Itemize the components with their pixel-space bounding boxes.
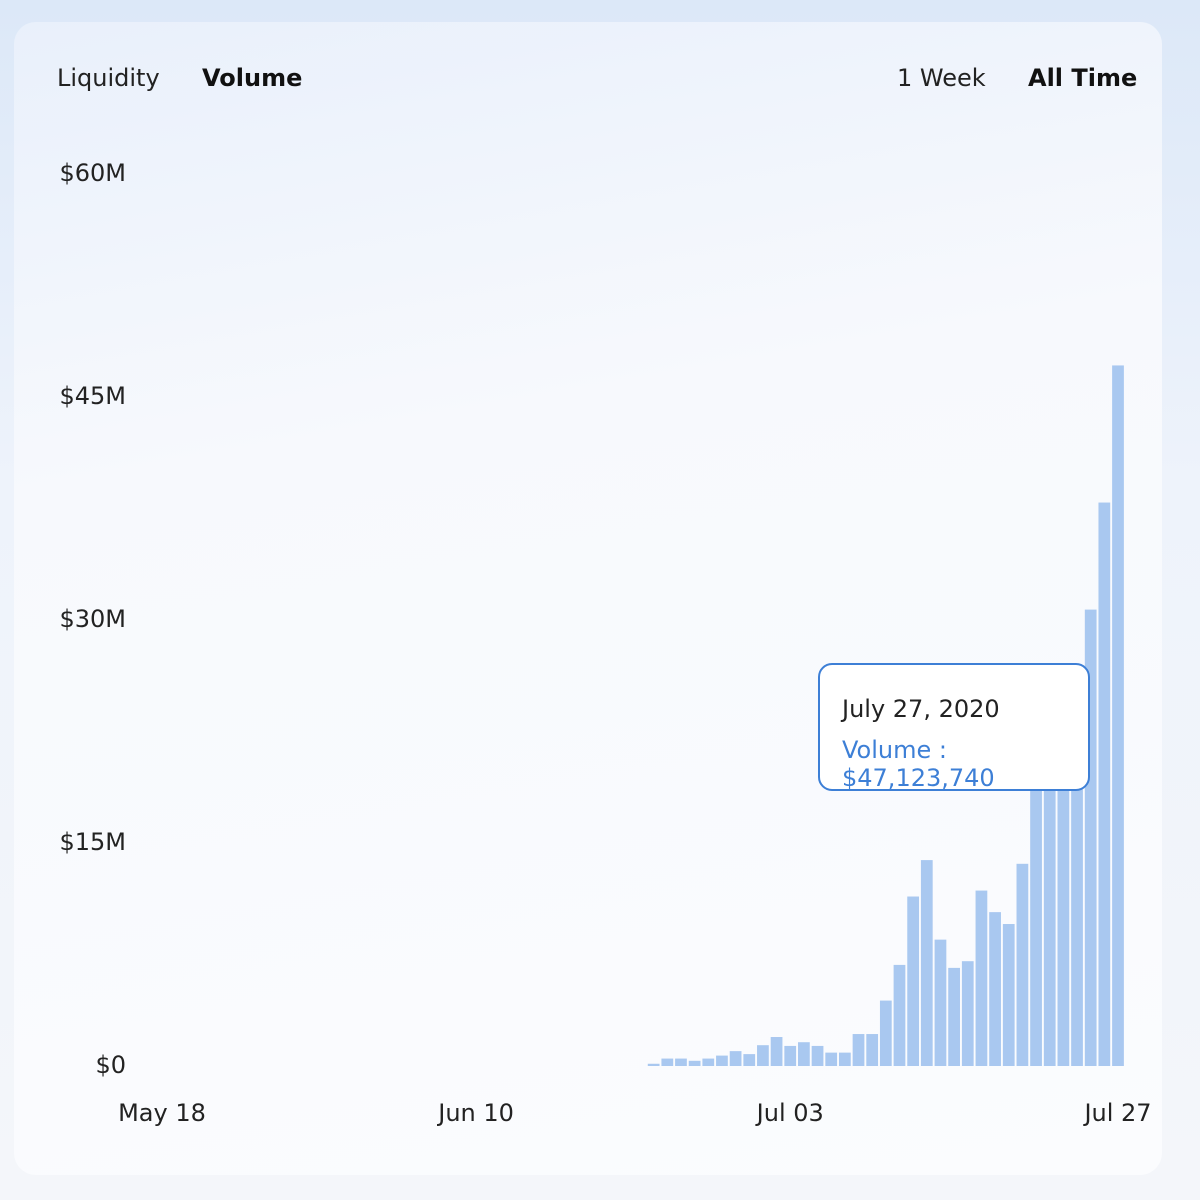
bar [757,1045,769,1066]
bar [879,1000,892,1066]
all-time-tab[interactable]: All Time [1028,64,1138,92]
volume-tab[interactable]: Volume [202,64,303,92]
bar [920,860,933,1066]
bar [675,1058,687,1066]
bar [1098,502,1111,1066]
bar [1043,785,1056,1066]
bar [784,1045,797,1066]
bar [688,1060,701,1066]
bar [1057,780,1070,1066]
bar [1071,740,1083,1066]
bar [852,1034,865,1066]
bar [989,912,1001,1066]
x-tick-label: Jul 27 [1082,1099,1151,1127]
y-tick-label: $15M [59,828,126,856]
bar [975,890,988,1066]
bar [948,967,960,1066]
y-tick-label: $0 [95,1051,126,1079]
bar [1112,365,1124,1066]
bar [1084,609,1097,1066]
bar [647,1063,660,1066]
bar [716,1055,728,1066]
x-tick-label: May 18 [118,1099,206,1127]
bar [838,1052,851,1066]
bar [934,939,947,1066]
y-tick-label: $60M [59,159,126,187]
tooltip-date: July 27, 2020 [842,695,1000,723]
bar [1002,924,1015,1066]
bar [1030,789,1042,1066]
bar [866,1034,879,1066]
bar [907,896,920,1066]
y-tick-label: $30M [59,605,126,633]
bar [811,1045,824,1066]
tooltip: July 27, 2020 Volume : $47,123,740 [818,663,1090,792]
x-tick-label: Jun 10 [436,1099,514,1127]
y-tick-label: $45M [59,382,126,410]
bar [825,1052,838,1066]
liquidity-tab[interactable]: Liquidity [57,64,160,92]
bar [798,1042,810,1066]
bar [770,1037,783,1066]
week-tab[interactable]: 1 Week [897,64,986,92]
bar [893,964,906,1066]
bar [743,1054,756,1066]
tooltip-value: Volume : $47,123,740 [842,736,995,792]
x-tick-label: Jul 03 [755,1099,824,1127]
bar [702,1058,715,1066]
bar [661,1058,674,1066]
bar [961,961,974,1066]
bar [1016,863,1029,1066]
bar [729,1051,742,1066]
